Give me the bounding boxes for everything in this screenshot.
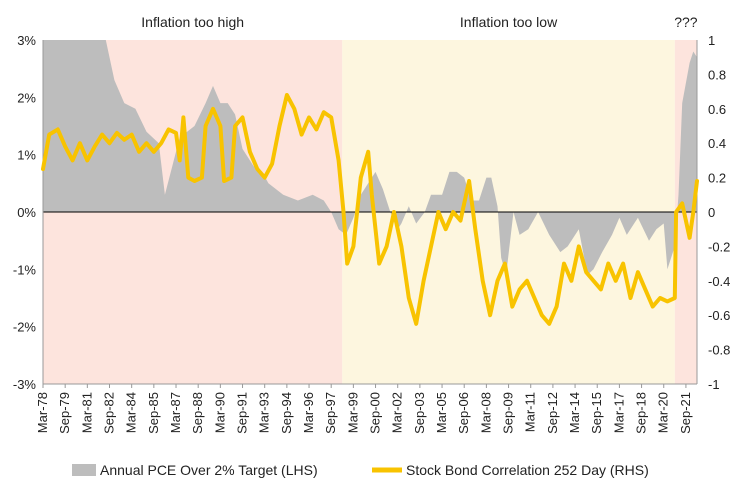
- right-tick-label: 0.4: [708, 136, 726, 151]
- region-labels: Inflation too high Inflation too low???: [141, 14, 698, 30]
- right-tick-label: -0.4: [708, 274, 730, 289]
- left-axis-ticks: 3% 2% 1% 0% -1% -2% -3%: [13, 33, 37, 392]
- x-tick-label: Mar-11: [523, 392, 538, 432]
- region-label-1: Inflation too low: [460, 14, 558, 30]
- x-tick-label: Sep-79: [57, 392, 72, 434]
- x-tick-label: Mar-20: [656, 392, 671, 433]
- legend: Annual PCE Over 2% Target (LHS) Stock Bon…: [72, 462, 649, 478]
- x-tick-label: Mar-84: [124, 392, 139, 433]
- x-tick-label: Sep-15: [589, 392, 604, 434]
- right-tick-label: -0.6: [708, 308, 730, 323]
- right-tick-label: 0.2: [708, 171, 726, 186]
- x-tick-label: Sep-03: [412, 392, 427, 434]
- left-tick-label: -3%: [13, 377, 37, 392]
- right-tick-label: -0.8: [708, 343, 730, 358]
- legend-swatch-pce: [72, 464, 96, 476]
- x-tick-label: Sep-12: [545, 392, 560, 434]
- right-tick-label: 0.8: [708, 67, 726, 82]
- x-tick-label: Sep-97: [323, 392, 338, 434]
- x-tick-label: Sep-09: [501, 392, 516, 434]
- correlation-line: [41, 93, 699, 326]
- right-tick-label: 0.6: [708, 102, 726, 117]
- region-label-0: Inflation too high: [141, 14, 244, 30]
- x-tick-label: Mar-81: [79, 392, 94, 433]
- x-tick-label: Mar-05: [434, 392, 449, 433]
- x-tick-label: Mar-78: [35, 392, 50, 433]
- x-tick-label: Sep-94: [279, 392, 294, 434]
- region-label-2: ???: [674, 14, 698, 30]
- left-tick-label: 3%: [17, 33, 36, 48]
- x-tick-label: Mar-17: [611, 392, 626, 433]
- x-tick-label: Mar-90: [212, 392, 227, 433]
- right-tick-label: 0: [708, 205, 715, 220]
- right-tick-label: -0.2: [708, 239, 730, 254]
- x-tick-label: Mar-99: [345, 392, 360, 433]
- pce-area: [43, 40, 697, 276]
- right-tick-label: 1: [708, 33, 715, 48]
- x-tick-label: Sep-00: [368, 392, 383, 434]
- x-tick-label: Mar-96: [301, 392, 316, 433]
- x-tick-label: Sep-21: [678, 392, 693, 434]
- left-tick-label: -1%: [13, 262, 37, 277]
- x-axis-ticks: Mar-78 Sep-79 Mar-81 Sep-82 Mar-84 Sep-85 Mar-…: [35, 384, 693, 434]
- left-tick-label: 2%: [17, 90, 36, 105]
- legend-label-correlation: Stock Bond Correlation 252 Day (RHS): [406, 462, 649, 478]
- x-tick-label: Mar-87: [168, 392, 183, 433]
- pce-area-series: [43, 40, 697, 276]
- x-tick-label: Mar-02: [390, 392, 405, 433]
- x-tick-label: Sep-88: [190, 392, 205, 434]
- left-tick-label: 0%: [17, 205, 36, 220]
- correlation-line-series: [41, 93, 699, 326]
- left-tick-label: 1%: [17, 148, 36, 163]
- x-tick-label: Mar-93: [257, 392, 272, 433]
- x-tick-label: Sep-06: [456, 392, 471, 434]
- legend-label-pce: Annual PCE Over 2% Target (LHS): [100, 462, 318, 478]
- x-tick-label: Mar-08: [478, 392, 493, 433]
- x-tick-label: Mar-14: [567, 392, 582, 433]
- x-tick-label: Sep-85: [146, 392, 161, 434]
- x-tick-label: Sep-18: [634, 392, 649, 434]
- left-tick-label: -2%: [13, 320, 37, 335]
- axes: [42, 40, 698, 385]
- right-axis-ticks: 1 0.8 0.6 0.4 0.2 0 -0.2 -0.4 -0.6 -0.8 -1: [708, 33, 730, 392]
- right-tick-label: -1: [708, 377, 720, 392]
- x-tick-label: Sep-91: [235, 392, 250, 434]
- x-tick-label: Sep-82: [102, 392, 117, 434]
